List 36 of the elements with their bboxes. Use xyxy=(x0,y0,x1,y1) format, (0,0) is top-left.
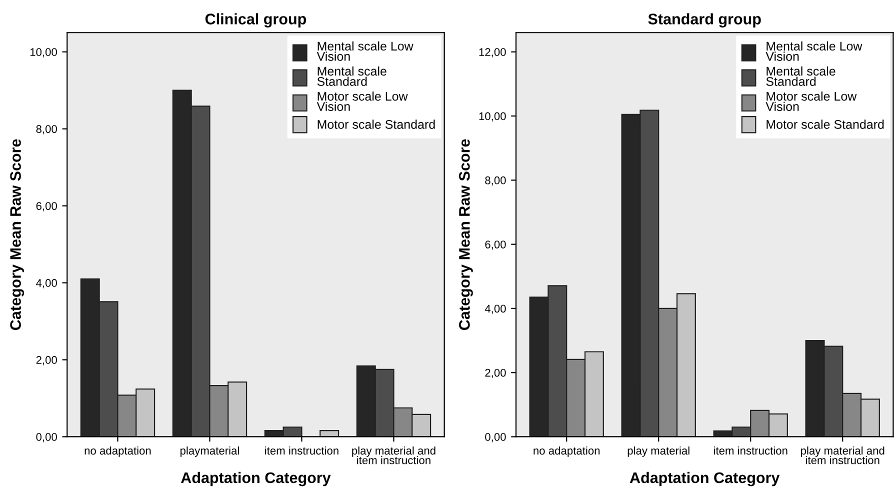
y-tick-label: 2,00 xyxy=(485,368,506,378)
x-axis-title: Adaptation Category xyxy=(180,472,331,486)
x-tick-label: playmaterial xyxy=(180,446,239,457)
y-axis-title: Category Mean Raw Score xyxy=(10,139,24,330)
x-tick-label: play material and item instruction xyxy=(801,446,884,464)
y-tick-label: 0,00 xyxy=(485,433,506,442)
x-tick-label: play material xyxy=(628,446,690,457)
legend-label: Mental scale Low Vision xyxy=(766,41,862,61)
y-tick-label: 6,00 xyxy=(36,202,57,212)
y-tick-label: 4,00 xyxy=(36,279,57,288)
y-tick-label: 8,00 xyxy=(36,125,57,134)
y-tick-label: 8,00 xyxy=(485,176,506,186)
y-tick-label: 4,00 xyxy=(484,304,506,314)
x-axis-title: Adaptation Category xyxy=(630,472,780,486)
y-tick-label: 12,00 xyxy=(479,48,506,58)
y-tick-label: 10,00 xyxy=(30,48,57,58)
legend-label: Motor scale Standard xyxy=(318,120,435,129)
y-axis-title: Category Mean Raw Score xyxy=(459,139,473,330)
y-tick-label: 0,00 xyxy=(36,433,57,442)
x-tick-label: item instruction xyxy=(714,446,788,455)
bar xyxy=(320,430,340,437)
y-tick-label: 10,00 xyxy=(479,112,506,122)
legend-label: Mental scale Low Vision xyxy=(316,41,414,61)
legend-label: Motor scale Standard xyxy=(766,120,884,129)
x-tick-label: no adaptation xyxy=(84,446,151,457)
chart-title: Standard group xyxy=(648,13,761,28)
legend-label: Mental scale Standard xyxy=(317,66,386,86)
x-tick-label: play material and item instruction xyxy=(352,446,436,464)
legend-label: Motor scale Low Vision xyxy=(316,92,408,111)
legend-label: Mental scale Standard xyxy=(766,66,836,86)
chart-title: Clinical group xyxy=(205,13,306,28)
x-tick-label: no adaptation xyxy=(534,446,600,457)
y-tick-label: 6,00 xyxy=(485,240,506,250)
x-tick-label: item instruction xyxy=(265,446,338,455)
y-tick-label: 2,00 xyxy=(36,356,57,366)
legend-label: Motor scale Low Vision xyxy=(766,92,857,111)
